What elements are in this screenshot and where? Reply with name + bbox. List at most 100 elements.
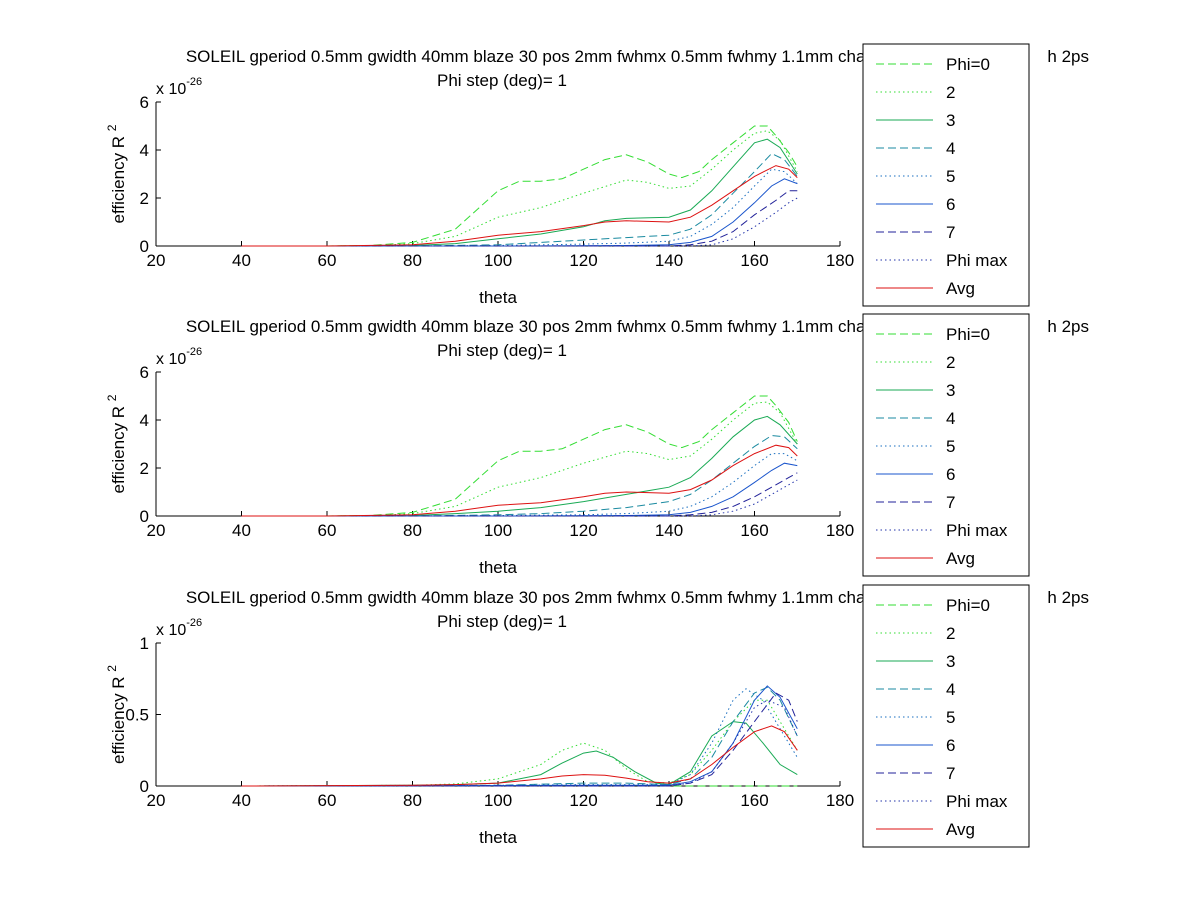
x-axis-label: theta	[479, 288, 517, 307]
y-axis-label: efficiency R 2	[105, 124, 128, 223]
x-tick-label: 140	[655, 791, 683, 810]
exponent-power: -26	[186, 346, 202, 358]
x-tick-label: 80	[403, 251, 422, 270]
legend: Phi=0 2 3 4 5 6 7 Phi max Avg	[862, 43, 1030, 307]
x-tick-label: 120	[569, 791, 597, 810]
x-tick-label: 40	[232, 791, 251, 810]
legend-label: Phi max	[946, 251, 1008, 270]
series-line-avg	[241, 444, 798, 517]
subplot-2: 20 40 60 80 100 120 140 160 180 0 2 4 6 x 10-26 SOLEIL…	[105, 313, 1089, 577]
x-tick-label: 100	[484, 251, 512, 270]
series-line-5	[241, 688, 798, 787]
legend: Phi=0 2 3 4 5 6 7 Phi max Avg	[862, 584, 1030, 848]
x-tick-label: 180	[826, 791, 854, 810]
subplot-1: 20 40 60 80 100 120 140 160 180 0 2 4 6 x 10-26 SOLEIL…	[105, 43, 1089, 307]
x-axis-label: theta	[479, 558, 517, 577]
exponent-base: x 10	[156, 351, 186, 368]
y-tick-label: 0	[140, 507, 149, 526]
x-tick-label: 180	[826, 251, 854, 270]
x-axis-label: theta	[479, 828, 517, 847]
y-tick-label: 1	[140, 634, 149, 653]
legend-label: 4	[946, 680, 955, 699]
x-tick-label: 160	[740, 251, 768, 270]
chart-title-tail: h 2ps	[1047, 588, 1089, 607]
legend-label: Phi max	[946, 792, 1008, 811]
series-line-4	[241, 435, 798, 517]
chart-title: SOLEIL gperiod 0.5mm gwidth 40mm blaze 3…	[186, 317, 904, 336]
series-line-3	[241, 138, 798, 247]
y-axis-label-text: efficiency R	[109, 401, 128, 493]
legend-label: 5	[946, 437, 955, 456]
x-tick-label: 80	[403, 791, 422, 810]
y-tick-label: 6	[140, 363, 149, 382]
series-line-phi-max	[241, 197, 798, 247]
legend-box	[862, 313, 1030, 577]
legend-label: 4	[946, 409, 955, 428]
x-tick-label: 40	[232, 251, 251, 270]
legend-box	[862, 584, 1030, 848]
legend-label: 3	[946, 381, 955, 400]
legend-box	[862, 43, 1030, 307]
x-tick-label: 60	[318, 251, 337, 270]
chart-title: SOLEIL gperiod 0.5mm gwidth 40mm blaze 3…	[186, 588, 904, 607]
series-line-phi-max	[241, 699, 798, 787]
series-line-avg	[241, 725, 798, 787]
chart-subtitle: Phi step (deg)= 1	[437, 341, 567, 360]
series-line-avg	[241, 165, 798, 247]
legend-label: Phi=0	[946, 325, 990, 344]
legend-label: 4	[946, 139, 955, 158]
y-tick-label: 4	[140, 141, 149, 160]
x-tick-label: 20	[147, 791, 166, 810]
y-axis-label-sup: 2	[105, 665, 119, 672]
x-tick-label: 140	[655, 521, 683, 540]
x-tick-label: 20	[147, 251, 166, 270]
legend-label: 6	[946, 195, 955, 214]
legend-label: Avg	[946, 279, 975, 298]
legend-label: 6	[946, 465, 955, 484]
legend-label: 6	[946, 736, 955, 755]
x-tick-label: 100	[484, 521, 512, 540]
chart-title-tail: h 2ps	[1047, 317, 1089, 336]
exponent-base: x 10	[156, 81, 186, 98]
y-axis-label-text: efficiency R	[109, 672, 128, 764]
y-axis-label: efficiency R 2	[105, 665, 128, 764]
y-axis-label-sup: 2	[105, 124, 119, 131]
exponent-base: x 10	[156, 622, 186, 639]
x-tick-label: 160	[740, 521, 768, 540]
exponent-label: x 10-26	[156, 617, 202, 639]
y-tick-label: 6	[140, 93, 149, 112]
y-tick-label: 2	[140, 459, 149, 478]
legend-label: Avg	[946, 820, 975, 839]
legend-label: 5	[946, 708, 955, 727]
y-axis-label-sup: 2	[105, 394, 119, 401]
chart-title: SOLEIL gperiod 0.5mm gwidth 40mm blaze 3…	[186, 47, 904, 66]
legend-label: 7	[946, 223, 955, 242]
legend-label: 3	[946, 111, 955, 130]
legend-label: 7	[946, 764, 955, 783]
legend-label: Avg	[946, 549, 975, 568]
x-tick-label: 140	[655, 251, 683, 270]
legend-label: 2	[946, 83, 955, 102]
x-tick-label: 120	[569, 251, 597, 270]
y-axis-label: efficiency R 2	[105, 394, 128, 493]
y-tick-label: 4	[140, 411, 149, 430]
series-line-4	[241, 686, 798, 787]
y-tick-label: 2	[140, 189, 149, 208]
chart-subtitle: Phi step (deg)= 1	[437, 71, 567, 90]
series-line-phi-0	[241, 125, 798, 247]
x-tick-label: 100	[484, 791, 512, 810]
exponent-label: x 10-26	[156, 76, 202, 98]
series-line-4	[241, 152, 798, 247]
chart-subtitle: Phi step (deg)= 1	[437, 612, 567, 631]
legend-label: 2	[946, 353, 955, 372]
y-tick-label: 0.5	[125, 706, 149, 725]
exponent-label: x 10-26	[156, 346, 202, 368]
series-line-3	[241, 415, 798, 517]
y-tick-label: 0	[140, 777, 149, 796]
exponent-power: -26	[186, 617, 202, 629]
legend-label: Phi=0	[946, 55, 990, 74]
series-line-7	[241, 472, 798, 517]
x-tick-label: 40	[232, 521, 251, 540]
y-tick-label: 0	[140, 237, 149, 256]
